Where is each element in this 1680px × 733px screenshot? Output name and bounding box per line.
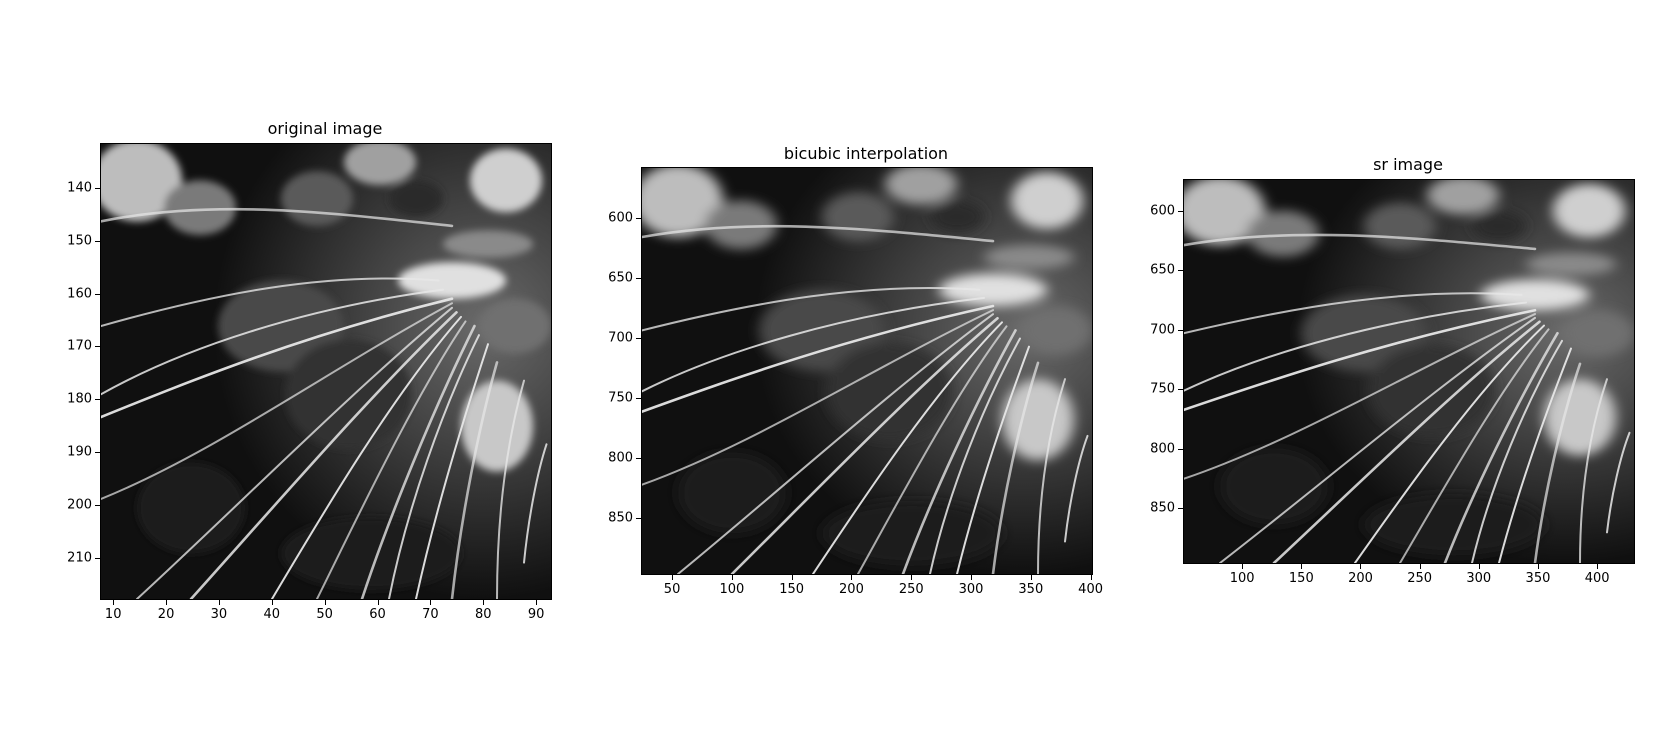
whisker-photo: [1184, 180, 1634, 563]
y-tick-label: 650: [608, 270, 633, 286]
x-tick-mark: [791, 575, 793, 580]
x-tick-label: 40: [263, 607, 281, 622]
x-tick-label: 150: [779, 582, 805, 597]
y-tick-mark: [636, 338, 641, 340]
x-tick-mark: [1030, 575, 1032, 580]
panel-title: sr image: [1373, 155, 1443, 174]
x-tick-mark: [271, 600, 273, 605]
x-tick-mark: [731, 575, 733, 580]
y-tick-label: 140: [67, 180, 92, 196]
x-tick-mark: [911, 575, 913, 580]
x-tick-mark: [377, 600, 379, 605]
y-tick-mark: [95, 293, 100, 295]
x-tick-label: 200: [1348, 571, 1373, 586]
y-tick-label: 750: [608, 390, 633, 406]
x-tick-mark: [1360, 564, 1362, 569]
x-tick-label: 300: [958, 582, 984, 597]
whisker-photo: [101, 144, 551, 599]
x-tick-label: 30: [210, 607, 228, 622]
bicubic-image: [641, 167, 1093, 575]
panel-title: bicubic interpolation: [783, 144, 949, 163]
x-tick-mark: [1419, 564, 1421, 569]
y-tick-mark: [1178, 389, 1183, 391]
whisker-photo: [642, 168, 1092, 574]
x-tick-label: 20: [157, 607, 175, 622]
x-tick-mark: [430, 600, 432, 605]
y-tick-label: 600: [608, 210, 633, 226]
y-tick-label: 210: [67, 550, 92, 566]
y-tick-label: 800: [608, 450, 633, 466]
y-tick-label: 700: [1150, 322, 1175, 338]
y-tick-label: 850: [1150, 500, 1175, 516]
x-tick-label: 250: [898, 582, 924, 597]
x-tick-label: 400: [1078, 582, 1104, 597]
y-tick-label: 180: [67, 391, 92, 407]
sr-image: [1183, 179, 1635, 564]
x-tick-label: 250: [1407, 571, 1433, 586]
y-tick-mark: [636, 397, 641, 399]
y-tick-label: 650: [1150, 262, 1175, 278]
y-tick-mark: [95, 557, 100, 559]
x-tick-label: 400: [1584, 571, 1610, 586]
y-tick-mark: [636, 517, 641, 519]
x-tick-mark: [1301, 564, 1303, 569]
x-tick-label: 350: [1018, 582, 1044, 597]
y-tick-mark: [95, 187, 100, 189]
y-tick-mark: [1178, 508, 1183, 510]
y-tick-mark: [95, 346, 100, 348]
x-tick-mark: [536, 600, 538, 605]
y-tick-mark: [1178, 329, 1183, 331]
x-tick-mark: [1478, 564, 1480, 569]
y-tick-mark: [636, 278, 641, 280]
x-tick-mark: [166, 600, 168, 605]
y-tick-label: 850: [608, 510, 633, 526]
y-tick-mark: [95, 240, 100, 242]
y-tick-mark: [95, 504, 100, 506]
original-image: [100, 143, 552, 600]
x-tick-mark: [1090, 575, 1092, 580]
x-tick-label: 200: [839, 582, 864, 597]
x-tick-mark: [1597, 564, 1599, 569]
y-tick-mark: [1178, 448, 1183, 450]
x-tick-label: 150: [1288, 571, 1314, 586]
x-tick-mark: [483, 600, 485, 605]
x-tick-label: 350: [1525, 571, 1551, 586]
x-tick-label: 300: [1466, 571, 1492, 586]
y-tick-mark: [636, 218, 641, 220]
y-tick-mark: [95, 452, 100, 454]
x-tick-mark: [971, 575, 973, 580]
x-tick-mark: [1242, 564, 1244, 569]
y-tick-mark: [1178, 211, 1183, 213]
y-tick-label: 190: [67, 444, 92, 460]
y-tick-mark: [1178, 270, 1183, 272]
x-tick-mark: [672, 575, 674, 580]
x-tick-label: 60: [369, 607, 386, 622]
y-tick-label: 700: [608, 330, 633, 346]
y-tick-label: 160: [67, 286, 92, 302]
panel-title: original image: [267, 119, 383, 138]
y-tick-label: 200: [67, 497, 92, 513]
x-tick-mark: [851, 575, 853, 580]
x-tick-label: 100: [719, 582, 745, 597]
y-tick-mark: [95, 399, 100, 401]
y-tick-label: 600: [1150, 203, 1175, 219]
x-tick-label: 50: [663, 582, 681, 597]
x-tick-label: 50: [316, 607, 333, 622]
x-tick-label: 90: [527, 607, 545, 622]
x-tick-label: 10: [104, 607, 122, 622]
y-tick-label: 750: [1150, 381, 1175, 397]
x-tick-mark: [218, 600, 220, 605]
x-tick-mark: [1537, 564, 1539, 569]
x-tick-label: 100: [1229, 571, 1255, 586]
x-tick-label: 70: [422, 607, 439, 622]
x-tick-label: 80: [474, 607, 492, 622]
x-tick-mark: [324, 600, 326, 605]
y-tick-label: 170: [67, 338, 92, 354]
y-tick-mark: [636, 457, 641, 459]
x-tick-mark: [113, 600, 115, 605]
y-tick-label: 800: [1150, 441, 1175, 457]
y-tick-label: 150: [67, 233, 92, 249]
